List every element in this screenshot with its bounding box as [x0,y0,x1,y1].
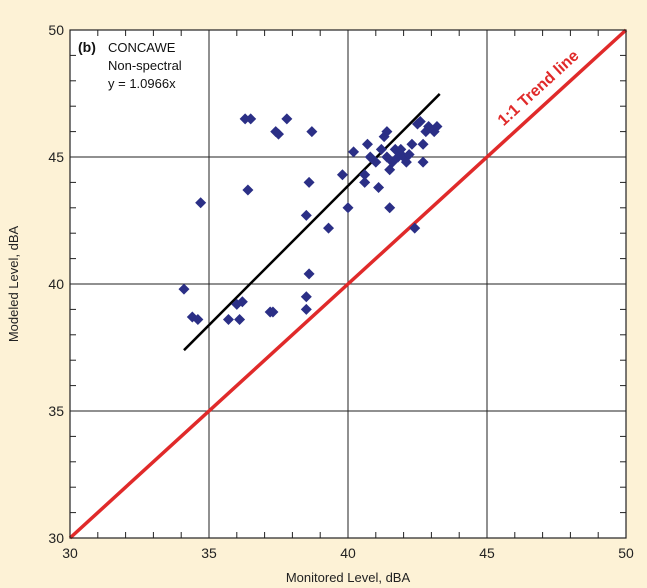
data-points [178,113,443,326]
data-point [195,197,207,209]
data-point [323,222,335,234]
data-point [359,176,371,188]
x-tick-label: 35 [201,545,217,561]
minor-ticks [70,30,626,538]
data-point [245,113,257,125]
data-point [236,296,248,308]
data-point [370,156,382,168]
data-point [359,169,371,181]
data-point [234,314,246,326]
x-tick-label: 45 [479,545,495,561]
data-point [306,126,318,138]
data-point [409,222,421,234]
identity-line [68,28,628,540]
data-point [342,202,354,214]
data-point [406,138,418,150]
y-tick-label: 50 [48,22,64,38]
data-point [336,169,348,181]
data-point [267,306,279,318]
data-point [178,283,190,295]
data-point [242,184,254,196]
data-point [431,121,443,133]
plot-frame [69,29,627,539]
data-point [300,209,312,221]
data-point [239,113,251,125]
fit-line [183,93,441,352]
data-point [273,128,284,140]
data-point [303,268,315,280]
data-point [348,146,360,158]
data-point [417,156,429,168]
data-point [403,148,415,160]
annotation-line-2: Non-spectral [108,58,182,73]
data-point [303,176,315,188]
data-point [300,303,312,315]
x-axis-label: Monitored Level, dBA [286,570,411,585]
y-axis-label: Modeled Level, dBA [6,225,21,342]
data-point [281,113,293,125]
y-tick-label: 35 [48,403,64,419]
panel-label: (b) [78,39,96,55]
x-tick-label: 30 [62,545,78,561]
data-point [361,138,373,150]
data-point [373,181,385,193]
data-point [375,143,387,155]
y-tick-label: 40 [48,276,64,292]
annotation-line-1: CONCAWE [108,40,176,55]
data-point [384,202,396,214]
data-point [414,115,426,127]
x-tick-label: 50 [618,545,634,561]
data-point [222,314,234,326]
data-point [192,314,204,326]
y-tick-label: 45 [48,149,64,165]
data-point [381,126,393,138]
data-point [300,291,312,303]
annotation-line-3: y = 1.0966x [108,76,176,91]
data-point [417,138,429,150]
tick-labels: 30 35 40 45 50 30 35 40 45 50 [48,22,634,561]
y-tick-label: 30 [48,530,64,546]
x-tick-label: 40 [340,545,356,561]
data-point [423,121,435,133]
lines [68,28,628,540]
